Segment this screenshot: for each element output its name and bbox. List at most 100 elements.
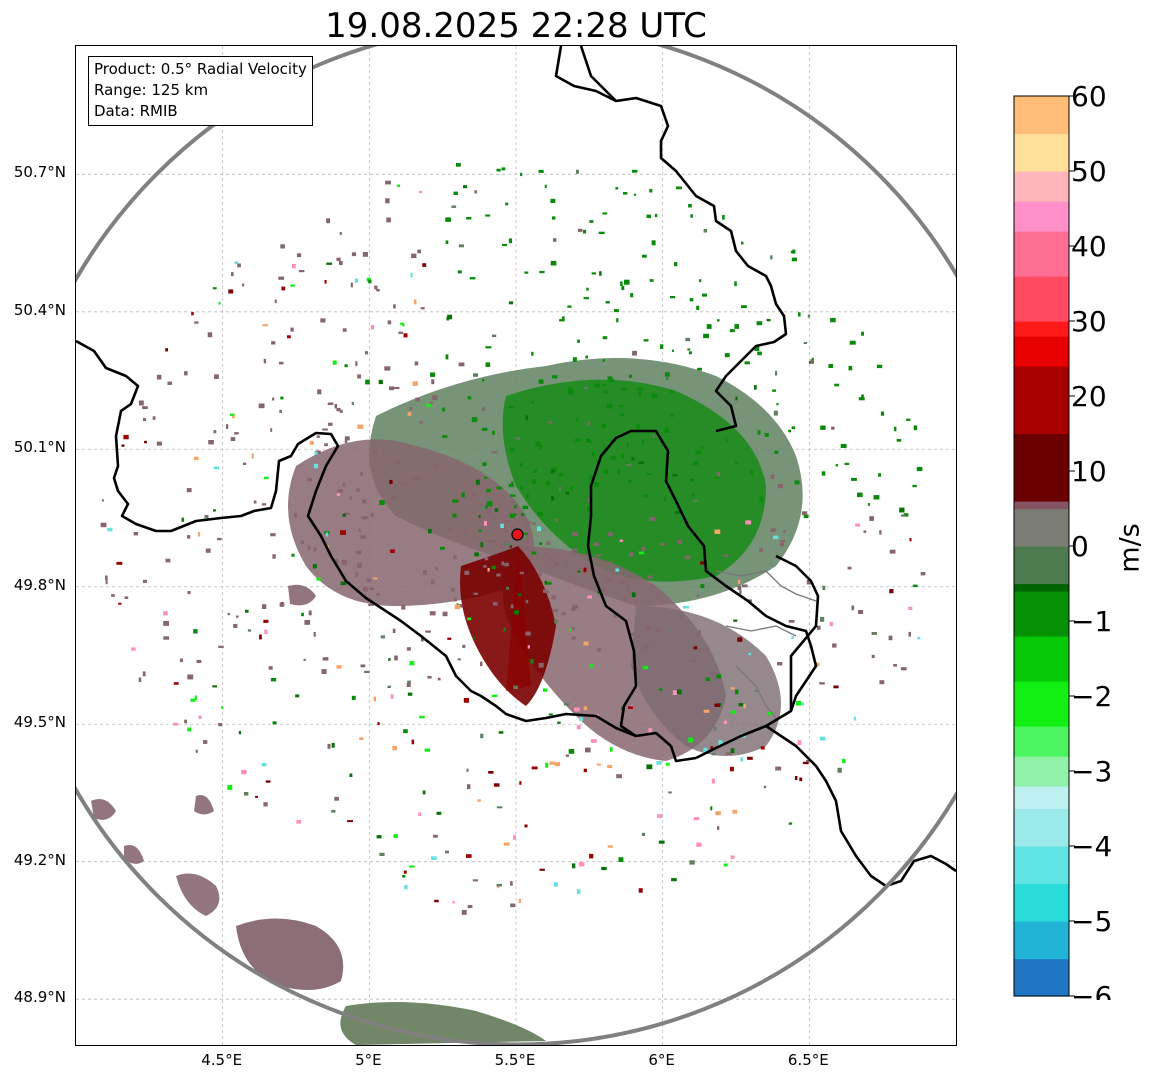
velocity-speckle <box>537 526 542 532</box>
colorbar-tick-label: −20 <box>1071 680 1112 713</box>
velocity-speckle <box>341 560 347 565</box>
border-lu-west <box>669 745 697 763</box>
velocity-speckle <box>643 494 649 497</box>
velocity-speckle <box>519 781 522 785</box>
border-lu-east <box>586 429 818 760</box>
velocity-speckle <box>447 526 452 531</box>
velocity-speckle <box>371 449 378 454</box>
velocity-speckle <box>511 481 514 486</box>
velocity-speckle <box>615 187 619 190</box>
velocity-speckle <box>453 191 458 195</box>
velocity-speckle <box>328 422 333 426</box>
velocity-speckle <box>387 320 392 325</box>
velocity-speckle <box>234 432 239 435</box>
velocity-speckle <box>703 229 708 233</box>
velocity-speckle <box>685 337 691 342</box>
velocity-speckle <box>585 355 588 359</box>
velocity-speckle <box>570 486 573 491</box>
colorbar-segment <box>1014 433 1069 502</box>
velocity-speckle <box>693 461 699 465</box>
velocity-speckle <box>687 348 691 351</box>
velocity-speckle <box>213 466 220 470</box>
velocity-speckle <box>909 538 912 542</box>
lat-tick-label: 49.2°N <box>13 850 66 869</box>
velocity-speckle <box>217 537 222 541</box>
velocity-speckle <box>666 377 669 380</box>
velocity-speckle <box>334 796 339 801</box>
velocity-speckle <box>389 479 393 484</box>
velocity-speckle <box>723 554 729 557</box>
velocity-speckle <box>245 609 249 613</box>
velocity-speckle <box>696 842 702 847</box>
velocity-speckle <box>550 260 557 266</box>
velocity-speckle <box>212 287 217 290</box>
velocity-speckle <box>833 685 839 689</box>
velocity-speckle <box>471 417 478 423</box>
velocity-speckle <box>572 548 578 552</box>
velocity-speckle <box>652 435 655 438</box>
velocity-speckle <box>350 282 353 288</box>
velocity-speckle <box>355 550 359 554</box>
velocity-speckle <box>434 464 438 470</box>
velocity-speckle <box>519 571 524 575</box>
velocity-speckle <box>807 314 811 318</box>
velocity-speckle <box>298 270 305 273</box>
velocity-speckle <box>491 451 498 454</box>
velocity-speckle <box>559 319 565 322</box>
velocity-speckle <box>788 822 793 825</box>
velocity-speckle <box>588 497 591 503</box>
velocity-speckle <box>384 366 391 371</box>
velocity-speckle <box>723 863 728 867</box>
colorbar-tick-label: 60 <box>1071 80 1107 113</box>
velocity-speckle <box>794 480 800 485</box>
radar-map[interactable] <box>75 45 957 1046</box>
velocity-speckle <box>496 806 503 809</box>
velocity-speckle <box>234 261 239 265</box>
velocity-speckle <box>644 646 650 650</box>
velocity-speckle <box>705 677 710 681</box>
velocity-speckle <box>504 520 510 523</box>
radar-site-dot <box>511 528 524 541</box>
velocity-speckle <box>783 530 786 533</box>
velocity-speckle <box>406 647 411 651</box>
velocity-speckle <box>711 778 715 784</box>
velocity-speckle <box>770 255 773 260</box>
velocity-speckle <box>233 624 238 628</box>
velocity-speckle <box>458 362 465 367</box>
velocity-speckle <box>555 518 559 522</box>
velocity-speckle <box>717 826 720 830</box>
velocity-speckle <box>466 854 472 858</box>
velocity-speckle <box>481 427 488 431</box>
velocity-speckle <box>181 517 184 522</box>
velocity-speckle <box>853 716 856 721</box>
velocity-speckle <box>362 252 368 257</box>
velocity-speckle <box>270 533 276 537</box>
velocity-speckle <box>465 529 468 534</box>
velocity-speckle <box>656 761 662 765</box>
velocity-speckle <box>451 587 455 592</box>
velocity-speckle <box>485 510 491 514</box>
velocity-speckle <box>861 394 864 399</box>
velocity-speckle <box>483 520 487 526</box>
velocity-speckle <box>290 327 294 332</box>
velocity-speckle <box>735 396 738 401</box>
velocity-speckle <box>623 192 628 195</box>
velocity-speckle <box>561 612 567 616</box>
velocity-speckle <box>831 426 835 430</box>
velocity-speckle <box>400 502 403 507</box>
velocity-speckle <box>272 397 275 401</box>
velocity-speckle <box>476 479 480 485</box>
velocity-speckle <box>274 299 277 304</box>
velocity-speckle <box>133 532 139 536</box>
velocity-speckle <box>304 620 311 625</box>
velocity-speckle <box>583 641 589 646</box>
velocity-speckle <box>357 424 364 429</box>
velocity-speckle <box>291 263 296 269</box>
velocity-speckle <box>790 250 796 254</box>
velocity-speckle <box>314 451 318 455</box>
velocity-speckle <box>636 424 640 430</box>
velocity-speckle <box>187 591 191 595</box>
velocity-speckle <box>772 389 777 392</box>
velocity-speckle <box>549 761 555 765</box>
velocity-speckle <box>264 629 268 634</box>
